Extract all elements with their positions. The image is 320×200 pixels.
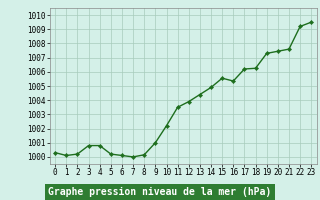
Text: Graphe pression niveau de la mer (hPa): Graphe pression niveau de la mer (hPa) bbox=[48, 187, 272, 197]
